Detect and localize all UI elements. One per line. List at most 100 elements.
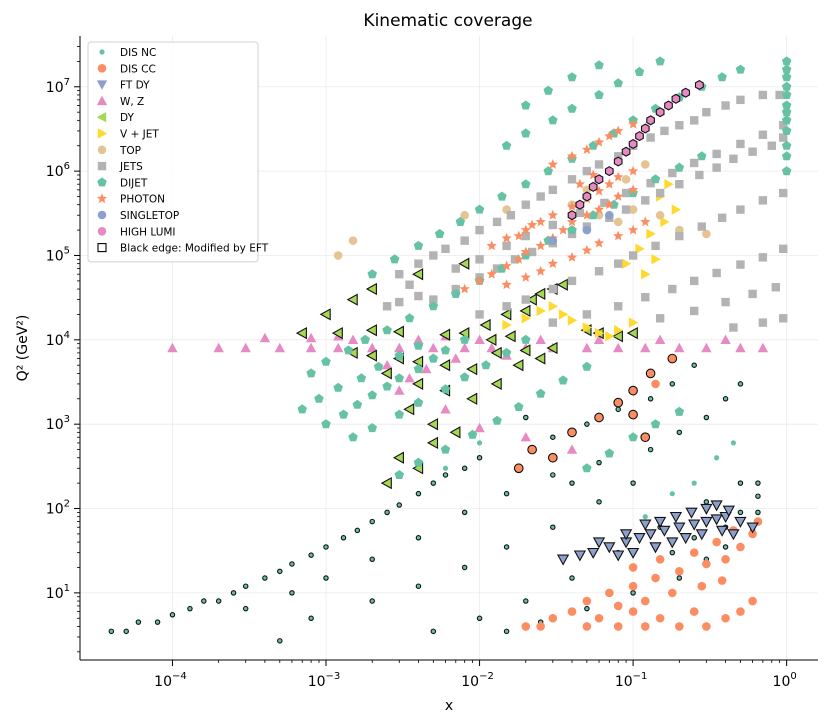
data-point	[675, 567, 684, 576]
data-point	[467, 429, 478, 439]
data-point	[440, 345, 451, 355]
legend-entry: DIS NC	[99, 47, 156, 59]
data-point	[639, 519, 652, 531]
data-point	[459, 342, 470, 353]
data-point	[781, 140, 792, 150]
data-point	[566, 252, 578, 262]
data-point	[449, 426, 461, 439]
legend-marker	[96, 80, 108, 90]
data-point	[779, 133, 788, 142]
data-point	[757, 342, 769, 353]
data-point	[651, 241, 660, 251]
legend-entry: DY	[96, 112, 135, 124]
data-point	[421, 363, 432, 374]
data-point	[703, 499, 710, 505]
data-point	[331, 326, 343, 340]
data-point	[679, 533, 692, 545]
data-point	[502, 241, 511, 251]
data-point	[614, 325, 624, 336]
data-point	[588, 210, 598, 220]
data-point	[394, 350, 404, 360]
data-point	[737, 480, 744, 486]
data-point	[727, 529, 740, 541]
data-point	[466, 362, 478, 376]
legend-entry: JETS	[97, 161, 143, 173]
legend-entry: V + JET	[97, 128, 159, 141]
data-point	[461, 564, 468, 571]
data-point	[611, 330, 623, 343]
data-point	[412, 355, 424, 368]
x-tick-label: 10−3	[308, 671, 341, 690]
data-point	[519, 304, 531, 318]
data-point	[582, 225, 592, 235]
data-point	[501, 140, 512, 150]
data-point	[729, 323, 738, 332]
data-point	[415, 490, 422, 497]
series-high-lumi	[567, 79, 704, 221]
y-tick-label: 103	[46, 414, 70, 433]
legend-marker	[97, 128, 108, 139]
series-jets	[382, 90, 788, 332]
data-point	[414, 291, 423, 301]
data-point	[755, 493, 761, 499]
legend-entry: Black edge: Modified by EFT	[97, 243, 269, 255]
data-point	[392, 451, 404, 464]
data-point	[558, 224, 569, 235]
data-point	[613, 230, 624, 241]
data-point	[396, 502, 403, 508]
data-point	[548, 115, 558, 125]
data-point	[781, 115, 792, 125]
data-point	[702, 622, 711, 631]
data-point	[521, 622, 531, 631]
data-point	[690, 158, 699, 168]
data-point	[306, 368, 316, 378]
data-point	[567, 315, 578, 326]
data-point	[474, 204, 485, 214]
data-point	[626, 547, 640, 559]
data-point	[389, 254, 400, 264]
y-tick-label: 101	[46, 583, 70, 602]
data-point	[655, 314, 665, 323]
data-point	[514, 402, 524, 411]
data-point	[534, 287, 546, 301]
data-point	[503, 490, 510, 497]
data-point	[459, 283, 470, 294]
data-point	[694, 79, 704, 91]
data-point	[569, 480, 575, 486]
data-point	[588, 181, 598, 192]
data-point	[413, 334, 424, 344]
data-point	[619, 529, 633, 541]
data-point	[333, 342, 344, 353]
data-point	[240, 342, 251, 353]
legend-label: Black edge: Modified by EFT	[120, 243, 269, 255]
data-point	[314, 393, 324, 403]
data-point	[755, 509, 761, 516]
data-point	[123, 628, 129, 635]
data-point	[593, 237, 605, 248]
data-point	[367, 423, 377, 433]
data-point	[613, 125, 624, 136]
data-point	[323, 575, 329, 581]
data-point	[501, 347, 512, 357]
data-point	[641, 269, 651, 280]
data-point	[439, 359, 451, 372]
data-point	[712, 537, 721, 547]
data-point	[721, 555, 730, 564]
data-point	[675, 622, 684, 631]
data-point	[501, 279, 512, 290]
series-top	[333, 160, 711, 260]
data-point	[748, 596, 757, 606]
legend-label: SINGLETOP	[120, 210, 179, 222]
data-point	[671, 204, 682, 215]
data-point	[668, 284, 677, 294]
legend-entry: HIGH LUMI	[97, 226, 176, 238]
data-point	[596, 499, 602, 505]
data-point	[550, 472, 556, 478]
data-point	[429, 295, 438, 304]
data-point	[626, 326, 638, 340]
data-point	[771, 283, 781, 292]
data-point	[587, 547, 600, 559]
data-point	[242, 583, 249, 589]
data-point	[647, 396, 654, 402]
data-point	[262, 575, 268, 581]
